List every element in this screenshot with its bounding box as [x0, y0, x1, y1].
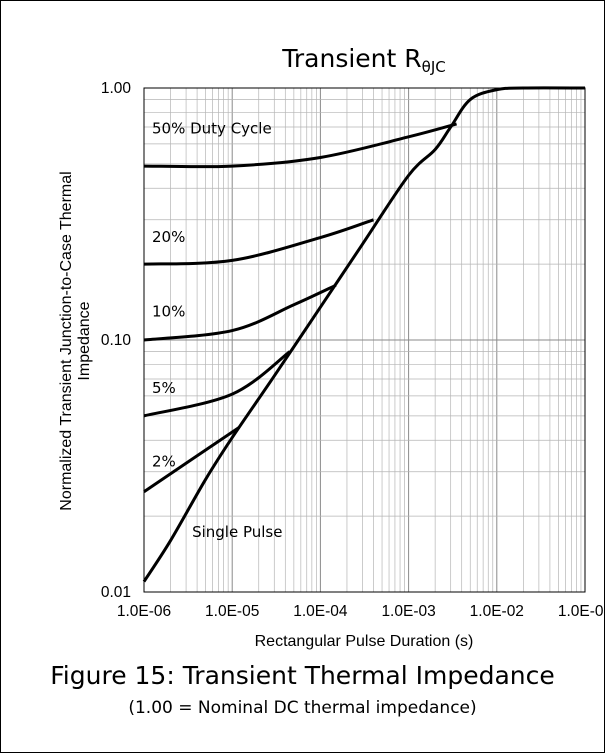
y-tick-label: 0.01 [101, 584, 131, 601]
annotation-label: 50% Duty Cycle [152, 119, 272, 137]
y-axis-label-line1: Normalized Transient Junction-to-Case Th… [58, 171, 75, 510]
figure-caption-note: (1.00 = Nominal DC thermal impedance) [128, 698, 477, 718]
series-layer [142, 86, 586, 583]
grid [144, 88, 585, 592]
series-line-2pct [143, 426, 241, 493]
chart-title: Transient RθJC [281, 44, 445, 76]
figure-caption: Figure 15: Transient Thermal Impedance [50, 661, 555, 690]
y-axis-label-line2: Impedance [76, 301, 93, 380]
series-line-5pct [143, 350, 291, 418]
annotation-label: 2% [152, 452, 176, 470]
transient-impedance-chart: 1.0E-06 1.0E-05 1.0E-04 1.0E-03 1.0E-02 1.0E-… [58, 44, 604, 650]
x-tick-label: 1.0E-06 [117, 603, 171, 620]
series-line-single-pulse [142, 86, 586, 583]
annotation-label: 20% [152, 228, 185, 246]
annotation-label: 10% [152, 302, 185, 320]
x-tick-label: 1.0E-01 [558, 603, 604, 620]
annotation-label: 5% [152, 379, 176, 397]
x-tick-label: 1.0E-03 [381, 603, 435, 620]
x-axis-label: Rectangular Pulse Duration (s) [255, 633, 474, 650]
series-line-50pct-duty-cycle [143, 122, 457, 169]
y-tick-label: 0.10 [101, 332, 132, 349]
annotations: 50% Duty Cycle 20% 10% 5% 2% Single Pulse [152, 119, 282, 541]
x-tick-label: 1.0E-02 [470, 603, 524, 620]
tick-labels: 1.0E-06 1.0E-05 1.0E-04 1.0E-03 1.0E-02 1.0E-… [101, 80, 604, 620]
x-tick-label: 1.0E-05 [205, 603, 259, 620]
series-line-10pct [143, 283, 337, 342]
x-tick-label: 1.0E-04 [293, 603, 348, 620]
annotation-label-single-pulse: Single Pulse [192, 523, 282, 541]
y-tick-label: 1.00 [101, 80, 132, 97]
series-line-20pct [143, 218, 374, 266]
